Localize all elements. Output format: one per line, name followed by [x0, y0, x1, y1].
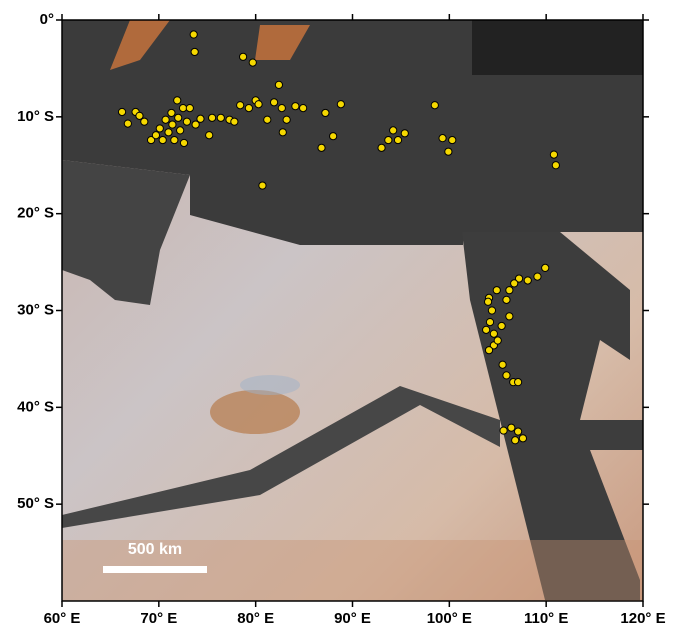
scale-bar-label: 500 km	[128, 541, 182, 558]
site-point	[238, 52, 248, 61]
site-point	[196, 114, 205, 123]
site-point	[185, 104, 194, 113]
site-point	[254, 100, 263, 109]
site-point	[230, 117, 239, 126]
site-point	[164, 128, 173, 137]
site-point	[513, 427, 523, 436]
site-point	[384, 135, 393, 145]
site-point	[389, 126, 398, 135]
site-point	[541, 263, 550, 272]
site-point	[178, 104, 188, 113]
site-point	[551, 161, 560, 170]
x-tick-label: 80° E	[237, 610, 274, 627]
map-imagery	[62, 20, 643, 601]
y-tick-label: 10° S	[17, 108, 54, 125]
site-point	[176, 126, 185, 135]
site-point	[216, 113, 225, 122]
site-point	[207, 113, 217, 122]
site-point	[299, 104, 308, 113]
site-point	[400, 129, 409, 138]
site-point	[502, 295, 511, 304]
site-point	[448, 135, 457, 145]
site-point	[167, 108, 176, 118]
site-point	[182, 117, 192, 126]
site-point	[269, 98, 279, 107]
site-point	[510, 279, 519, 288]
site-point	[523, 276, 532, 285]
site-point	[487, 306, 497, 315]
site-point	[549, 150, 559, 159]
scale-bar	[103, 566, 207, 573]
site-point	[258, 181, 267, 190]
x-tick-label: 70° E	[140, 610, 177, 627]
y-tick-label: 30° S	[17, 301, 54, 318]
site-point	[321, 108, 330, 118]
site-point	[135, 111, 144, 120]
site-point	[505, 312, 514, 321]
site-point	[189, 30, 198, 39]
site-point	[291, 102, 300, 111]
site-point	[336, 100, 345, 109]
site-point	[489, 329, 498, 338]
x-tick-label: 110° E	[524, 610, 568, 627]
y-tick-label: 50° S	[17, 495, 54, 512]
site-point	[282, 115, 291, 124]
site-point	[482, 325, 491, 334]
site-point	[444, 147, 453, 156]
site-point	[274, 80, 284, 89]
y-tick-label: 40° S	[17, 398, 54, 415]
site-point	[277, 104, 286, 113]
site-point	[533, 272, 542, 281]
site-point	[499, 426, 508, 435]
site-point	[146, 135, 156, 145]
x-tick-label: 60° E	[44, 610, 81, 627]
site-point	[179, 138, 189, 148]
site-point	[483, 297, 493, 306]
site-point	[263, 115, 272, 124]
y-tick-label: 20° S	[17, 205, 54, 222]
x-tick-label: 90° E	[334, 610, 371, 627]
site-point	[492, 286, 501, 295]
site-point	[498, 360, 507, 369]
site-point	[190, 47, 199, 57]
site-point	[278, 128, 287, 137]
site-point	[505, 286, 514, 295]
site-point	[205, 131, 214, 140]
x-tick-label: 120° E	[620, 610, 665, 627]
site-point	[484, 346, 494, 355]
site-point	[393, 135, 403, 145]
site-point	[248, 58, 257, 67]
site-point	[158, 135, 167, 145]
site-point	[518, 434, 528, 443]
site-point	[174, 113, 183, 122]
site-point	[329, 132, 338, 141]
site-point	[317, 143, 326, 152]
site-point	[438, 134, 447, 143]
site-point	[161, 115, 170, 124]
site-point	[502, 371, 511, 380]
site-point	[140, 117, 149, 126]
site-point	[168, 120, 177, 129]
x-tick-label: 100° E	[427, 610, 472, 627]
site-point	[123, 119, 132, 128]
site-point	[191, 120, 200, 129]
y-tick-label: 0°	[40, 11, 54, 28]
site-point	[511, 436, 520, 445]
site-point	[173, 96, 182, 105]
site-point	[514, 274, 524, 283]
site-point	[117, 107, 127, 117]
site-point	[244, 104, 253, 113]
site-point	[507, 423, 516, 432]
site-point	[170, 135, 179, 145]
site-point	[430, 101, 439, 110]
site-point	[377, 143, 386, 152]
site-point	[485, 318, 495, 327]
site-point	[493, 336, 502, 345]
site-point	[236, 101, 245, 110]
site-point	[513, 378, 523, 387]
site-point	[151, 131, 161, 140]
site-point	[497, 321, 506, 331]
site-point	[155, 124, 164, 133]
